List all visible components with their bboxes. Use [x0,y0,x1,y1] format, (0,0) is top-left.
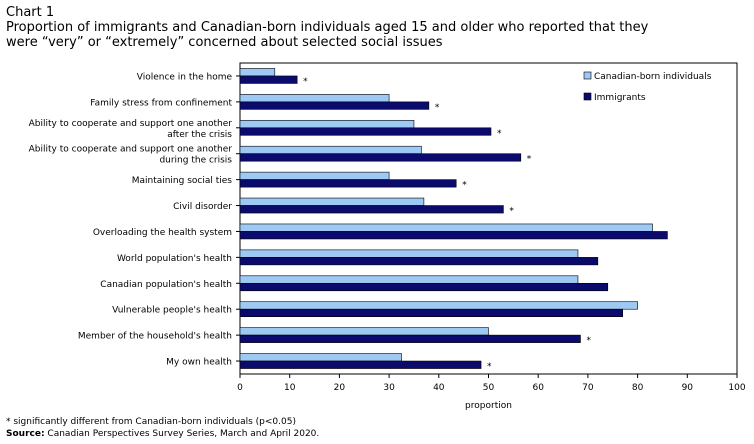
bar-canadian-born [239,353,402,362]
bar-immigrants [239,101,430,110]
category-label: Vulnerable people's health [112,306,232,316]
source-line: Source: Canadian Perspectives Survey Ser… [6,428,319,440]
category-label: Member of the household's health [78,332,232,342]
bar-immigrants [239,334,581,343]
source-text: Canadian Perspectives Survey Series, Mar… [44,429,320,439]
category-label: Canadian population's health [100,280,232,290]
category-label: Civil disorder [173,202,232,212]
bar-canadian-born [239,249,579,258]
significance-marker: * [303,77,308,87]
legend-swatch [583,92,592,101]
bar-immigrants [239,282,609,292]
bar-canadian-born [239,68,276,77]
category-label: Family stress from confinement [90,98,232,108]
bar-immigrants [239,257,599,266]
bar-immigrants [239,179,457,188]
x-tick-label: 50 [483,383,495,393]
x-tick-label: 10 [284,383,296,393]
bar-canadian-born [239,301,638,310]
category-label: Violence in the home [137,72,233,82]
x-tick-label: 80 [632,383,644,393]
x-tick-label: 60 [532,383,544,393]
category-label: Overloading the health system [93,228,232,238]
category-label: Maintaining social ties [132,176,233,186]
bar-canadian-born [239,94,390,103]
bar-canadian-born [239,275,579,284]
significance-note: * significantly different from Canadian-… [6,417,296,427]
category-label: Ability to cooperate and support one ano… [29,119,233,129]
bar-immigrants [239,75,298,84]
chart-title-line-2: were “very” or “extremely” concerned abo… [6,35,443,50]
category-label: Ability to cooperate and support one ano… [29,145,233,155]
category-label: after the crisis [167,130,232,140]
significance-marker: * [586,336,591,346]
legend-label: Immigrants [594,93,646,103]
legend-swatch [583,71,592,80]
bar-canadian-born [239,197,425,206]
bar-immigrants [239,127,492,136]
legend-label: Canadian-born individuals [594,72,712,82]
significance-marker: * [462,181,467,191]
significance-marker: * [527,155,532,165]
significance-marker: * [487,362,492,372]
x-axis-label: proportion [465,401,512,411]
x-tick-label: 30 [383,383,395,393]
source-label: Source: [6,429,45,439]
x-tick-label: 70 [582,383,594,393]
bar-canadian-born [239,223,653,232]
x-tick-label: 40 [433,383,445,393]
bar-immigrants [239,360,482,369]
bar-immigrants [239,205,504,214]
category-label: My own health [166,358,232,368]
chart-header: Chart 1 Proportion of immigrants and Can… [6,5,750,50]
bar-canadian-born [239,145,422,155]
bar-canadian-born [239,171,390,180]
x-tick-label: 90 [682,383,694,393]
bar-canadian-born [239,327,489,336]
category-label: World population's health [117,254,232,264]
chart-label: Chart 1 [6,5,55,20]
bar-immigrants [239,308,623,318]
bar-immigrants [239,153,522,162]
x-tick-label: 20 [334,383,346,393]
bar-immigrants [239,231,668,240]
x-tick-label: 100 [728,383,745,393]
chart-title-line-1: Proportion of immigrants and Canadian-bo… [6,20,649,35]
bar-canadian-born [239,119,415,129]
category-label: during the crisis [159,156,232,166]
chart-footer: * significantly different from Canadian-… [6,416,319,440]
significance-marker: * [497,129,502,139]
significance-marker: * [435,103,440,113]
x-tick-label: 0 [237,383,243,393]
significance-marker: * [509,207,514,217]
